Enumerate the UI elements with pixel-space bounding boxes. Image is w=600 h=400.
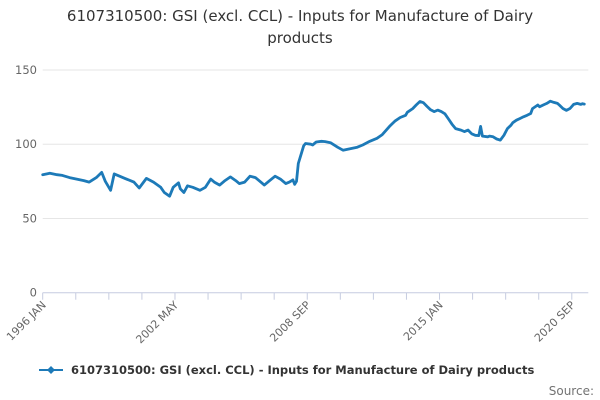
- legend[interactable]: 6107310500: GSI (excl. CCL) - Inputs for…: [38, 363, 534, 377]
- y-tick-label: 150: [15, 63, 37, 77]
- x-tick-label: 1996 JAN: [4, 299, 49, 344]
- chart-title: 6107310500: GSI (excl. CCL) - Inputs for…: [66, 7, 534, 47]
- legend-series-label: 6107310500: GSI (excl. CCL) - Inputs for…: [71, 363, 535, 377]
- series-line[interactable]: [41, 99, 586, 198]
- y-tick-label: 100: [15, 137, 37, 151]
- y-tick-label: 0: [30, 286, 37, 300]
- x-tick-label: 2008 SEP: [267, 298, 313, 344]
- x-tick-label: 2020 SEP: [532, 298, 578, 344]
- y-tick-label: 50: [22, 211, 37, 225]
- legend-line-marker-icon: [39, 366, 63, 374]
- source-label: Source:: [548, 384, 594, 398]
- price-index-chart: 0 50 100 150 1996 JAN 2002 MAY 2008 SEP 2015 JA…: [4, 63, 589, 346]
- x-tick-label: 2015 JAN: [401, 299, 446, 344]
- x-tick-label: 2002 MAY: [133, 298, 181, 346]
